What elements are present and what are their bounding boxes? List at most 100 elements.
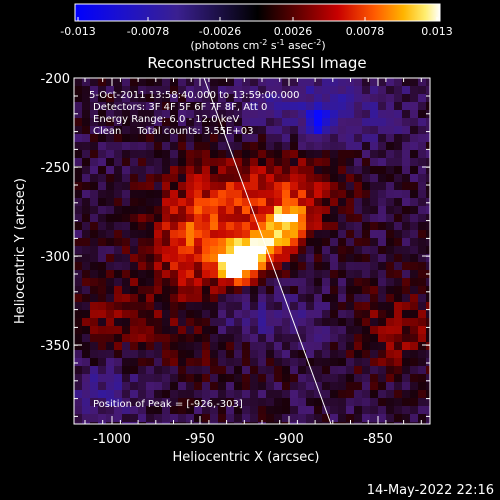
heatmap-pixel — [146, 150, 154, 158]
heatmap-pixel — [354, 350, 362, 358]
heatmap-pixel — [170, 334, 178, 342]
heatmap-pixel — [162, 206, 170, 214]
heatmap-pixel — [154, 78, 162, 86]
observation-info: 5-Oct-2011 13:58:40.000 to 13:59:00.000 … — [89, 90, 300, 137]
heatmap-pixel — [298, 150, 306, 158]
heatmap-pixel — [106, 206, 114, 214]
heatmap-pixel — [218, 190, 226, 198]
heatmap-pixel — [210, 214, 218, 222]
heatmap-pixel — [338, 406, 346, 414]
heatmap-pixel — [402, 422, 410, 424]
heatmap-pixel — [266, 302, 274, 310]
heatmap-pixel — [114, 190, 122, 198]
heatmap-pixel — [410, 334, 418, 342]
heatmap-pixel — [274, 230, 282, 238]
heatmap-pixel — [162, 182, 170, 190]
heatmap-pixel — [122, 214, 130, 222]
heatmap-pixel — [114, 206, 122, 214]
heatmap-pixel — [378, 294, 386, 302]
heatmap-pixel — [258, 326, 266, 334]
heatmap-pixel — [74, 238, 82, 246]
heatmap-pixel — [394, 278, 402, 286]
heatmap-pixel — [114, 246, 122, 254]
heatmap-pixel — [418, 318, 426, 326]
heatmap-pixel — [242, 174, 250, 182]
heatmap-pixel — [346, 238, 354, 246]
heatmap-pixel — [170, 94, 178, 102]
heatmap-pixel — [338, 158, 346, 166]
heatmap-pixel — [266, 190, 274, 198]
heatmap-pixel — [386, 326, 394, 334]
heatmap-pixel — [146, 222, 154, 230]
heatmap-pixel — [106, 278, 114, 286]
heatmap-pixel — [394, 398, 402, 406]
heatmap-pixel — [82, 118, 90, 126]
heatmap-pixel — [378, 182, 386, 190]
heatmap-pixel — [170, 342, 178, 350]
heatmap-pixel — [386, 406, 394, 414]
heatmap-pixel — [386, 126, 394, 134]
heatmap-pixel — [330, 382, 338, 390]
heatmap-pixel — [242, 398, 250, 406]
heatmap-pixel — [394, 382, 402, 390]
heatmap-pixel — [402, 350, 410, 358]
heatmap-pixel — [394, 390, 402, 398]
heatmap-pixel — [338, 166, 346, 174]
heatmap-pixel — [210, 374, 218, 382]
heatmap-pixel — [218, 334, 226, 342]
heatmap-pixel — [162, 390, 170, 398]
heatmap-pixel — [210, 246, 218, 254]
heatmap-pixel — [162, 214, 170, 222]
heatmap-pixel — [370, 190, 378, 198]
heatmap-pixel — [194, 214, 202, 222]
heatmap-pixel — [242, 302, 250, 310]
heatmap-pixel — [210, 222, 218, 230]
heatmap-pixel — [250, 382, 258, 390]
heatmap-pixel — [370, 318, 378, 326]
heatmap-pixel — [418, 390, 426, 398]
heatmap-pixel — [210, 166, 218, 174]
heatmap-pixel — [226, 342, 234, 350]
heatmap-pixel — [354, 110, 362, 118]
heatmap-pixel — [122, 174, 130, 182]
heatmap-pixel — [266, 166, 274, 174]
heatmap-pixel — [306, 422, 314, 424]
heatmap-pixel — [338, 230, 346, 238]
heatmap-pixel — [74, 294, 82, 302]
heatmap-pixel — [226, 254, 234, 262]
heatmap-pixel — [322, 134, 330, 142]
heatmap-pixel — [234, 190, 242, 198]
heatmap-pixel — [178, 334, 186, 342]
heatmap-pixel — [266, 246, 274, 254]
heatmap-pixel — [346, 342, 354, 350]
heatmap-pixel — [138, 406, 146, 414]
heatmap-pixel — [194, 262, 202, 270]
heatmap-pixel — [338, 358, 346, 366]
heatmap-pixel — [138, 134, 146, 142]
heatmap-pixel — [98, 294, 106, 302]
heatmap-pixel — [306, 150, 314, 158]
heatmap-pixel — [218, 294, 226, 302]
heatmap-pixel — [306, 214, 314, 222]
heatmap-pixel — [106, 382, 114, 390]
heatmap-pixel — [410, 294, 418, 302]
heatmap-pixel — [386, 222, 394, 230]
heatmap-pixel — [354, 326, 362, 334]
heatmap-pixel — [226, 358, 234, 366]
heatmap-pixel — [298, 406, 306, 414]
heatmap-pixel — [106, 166, 114, 174]
heatmap-pixel — [394, 294, 402, 302]
heatmap-pixel — [202, 182, 210, 190]
heatmap-pixel — [306, 350, 314, 358]
heatmap-pixel — [82, 318, 90, 326]
heatmap-pixel — [378, 350, 386, 358]
heatmap-pixel — [250, 166, 258, 174]
heatmap-pixel — [274, 78, 282, 86]
heatmap-pixel — [194, 182, 202, 190]
heatmap-pixel — [298, 382, 306, 390]
heatmap-pixel — [282, 374, 290, 382]
heatmap-pixel — [114, 254, 122, 262]
heatmap-pixel — [322, 150, 330, 158]
heatmap-pixel — [298, 206, 306, 214]
